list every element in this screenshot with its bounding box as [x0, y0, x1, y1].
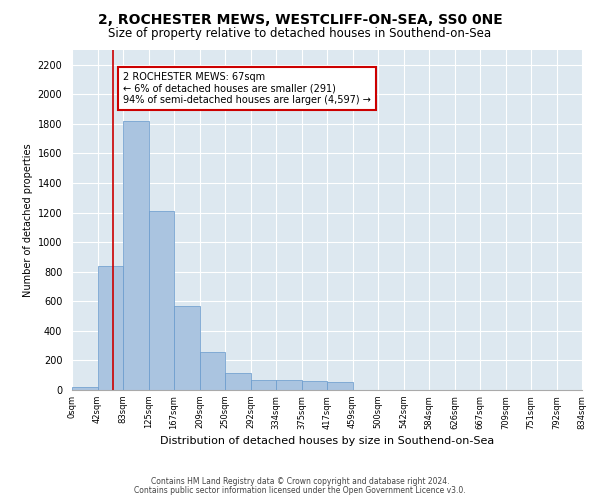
Text: 2 ROCHESTER MEWS: 67sqm
← 6% of detached houses are smaller (291)
94% of semi-de: 2 ROCHESTER MEWS: 67sqm ← 6% of detached… — [123, 72, 371, 106]
Text: Contains public sector information licensed under the Open Government Licence v3: Contains public sector information licen… — [134, 486, 466, 495]
Bar — [97, 266, 123, 390]
Bar — [123, 121, 149, 390]
Bar — [225, 373, 251, 390]
Bar — [199, 352, 225, 390]
X-axis label: Distribution of detached houses by size in Southend-on-Sea: Distribution of detached houses by size … — [160, 436, 494, 446]
Bar — [327, 382, 353, 390]
Bar — [251, 380, 276, 390]
Y-axis label: Number of detached properties: Number of detached properties — [23, 143, 34, 297]
Text: Contains HM Land Registry data © Crown copyright and database right 2024.: Contains HM Land Registry data © Crown c… — [151, 477, 449, 486]
Bar — [302, 381, 327, 390]
Bar — [72, 387, 97, 390]
Bar — [149, 211, 174, 390]
Bar — [174, 306, 199, 390]
Bar — [276, 380, 302, 390]
Text: Size of property relative to detached houses in Southend-on-Sea: Size of property relative to detached ho… — [109, 28, 491, 40]
Text: 2, ROCHESTER MEWS, WESTCLIFF-ON-SEA, SS0 0NE: 2, ROCHESTER MEWS, WESTCLIFF-ON-SEA, SS0… — [98, 12, 502, 26]
